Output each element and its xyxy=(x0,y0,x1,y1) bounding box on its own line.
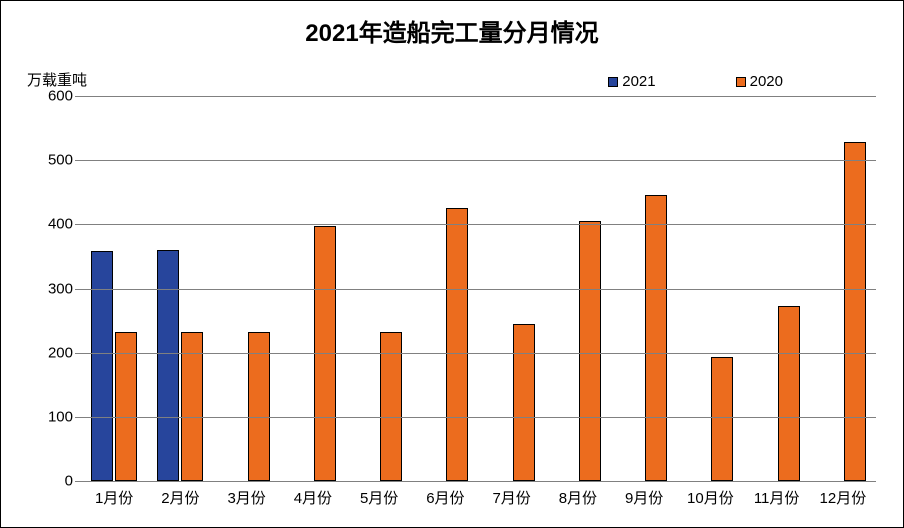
bar-2020 xyxy=(778,306,800,481)
y-tick-label: 200 xyxy=(48,344,73,361)
x-axis-labels: 1月份2月份3月份4月份5月份6月份7月份8月份9月份10月份11月份12月份 xyxy=(81,487,876,508)
bar-2021 xyxy=(91,251,113,481)
y-tick-mark xyxy=(75,417,81,418)
bar-2020 xyxy=(380,332,402,481)
x-tick-label: 8月份 xyxy=(545,487,611,508)
bar-2020 xyxy=(513,324,535,481)
legend-item-2020: 2020 xyxy=(736,73,783,90)
gridline xyxy=(81,224,876,225)
y-tick-mark xyxy=(75,96,81,97)
y-tick-label: 400 xyxy=(48,216,73,233)
bar-2020 xyxy=(115,332,137,481)
x-tick-label: 2月份 xyxy=(147,487,213,508)
x-tick-label: 9月份 xyxy=(611,487,677,508)
y-tick-mark xyxy=(75,160,81,161)
x-tick-label: 7月份 xyxy=(479,487,545,508)
legend-label-2021: 2021 xyxy=(622,73,655,90)
bar-2020 xyxy=(446,208,468,481)
chart-container: 2021年造船完工量分月情况 万载重吨 2021 2020 0100200300… xyxy=(0,0,904,528)
x-tick-label: 4月份 xyxy=(280,487,346,508)
gridline xyxy=(81,96,876,97)
x-tick-label: 6月份 xyxy=(412,487,478,508)
bar-2021 xyxy=(157,250,179,481)
bar-2020 xyxy=(645,195,667,481)
legend-swatch-2020 xyxy=(736,77,746,87)
y-tick-label: 300 xyxy=(48,280,73,297)
x-tick-label: 1月份 xyxy=(81,487,147,508)
y-tick-mark xyxy=(75,224,81,225)
bar-2020 xyxy=(579,221,601,481)
x-tick-label: 12月份 xyxy=(810,487,876,508)
y-tick-label: 100 xyxy=(48,408,73,425)
x-tick-label: 10月份 xyxy=(677,487,743,508)
legend-label-2020: 2020 xyxy=(750,73,783,90)
x-tick-label: 3月份 xyxy=(214,487,280,508)
x-tick-label: 11月份 xyxy=(744,487,810,508)
gridline xyxy=(81,353,876,354)
legend-item-2021: 2021 xyxy=(608,73,655,90)
x-tick-label: 5月份 xyxy=(346,487,412,508)
y-tick-label: 600 xyxy=(48,88,73,105)
gridline xyxy=(81,289,876,290)
bar-2020 xyxy=(844,142,866,481)
bar-2020 xyxy=(181,332,203,481)
y-tick-label: 0 xyxy=(65,473,73,490)
bar-2020 xyxy=(248,332,270,481)
legend: 2021 2020 xyxy=(608,73,783,90)
y-tick-mark xyxy=(75,289,81,290)
y-tick-mark xyxy=(75,353,81,354)
gridline xyxy=(81,160,876,161)
y-tick-label: 500 xyxy=(48,152,73,169)
legend-swatch-2021 xyxy=(608,77,618,87)
plot-area: 0100200300400500600 xyxy=(81,96,876,482)
gridline xyxy=(81,417,876,418)
chart-title: 2021年造船完工量分月情况 xyxy=(1,13,903,48)
y-tick-mark xyxy=(75,481,81,482)
bar-2020 xyxy=(711,357,733,481)
